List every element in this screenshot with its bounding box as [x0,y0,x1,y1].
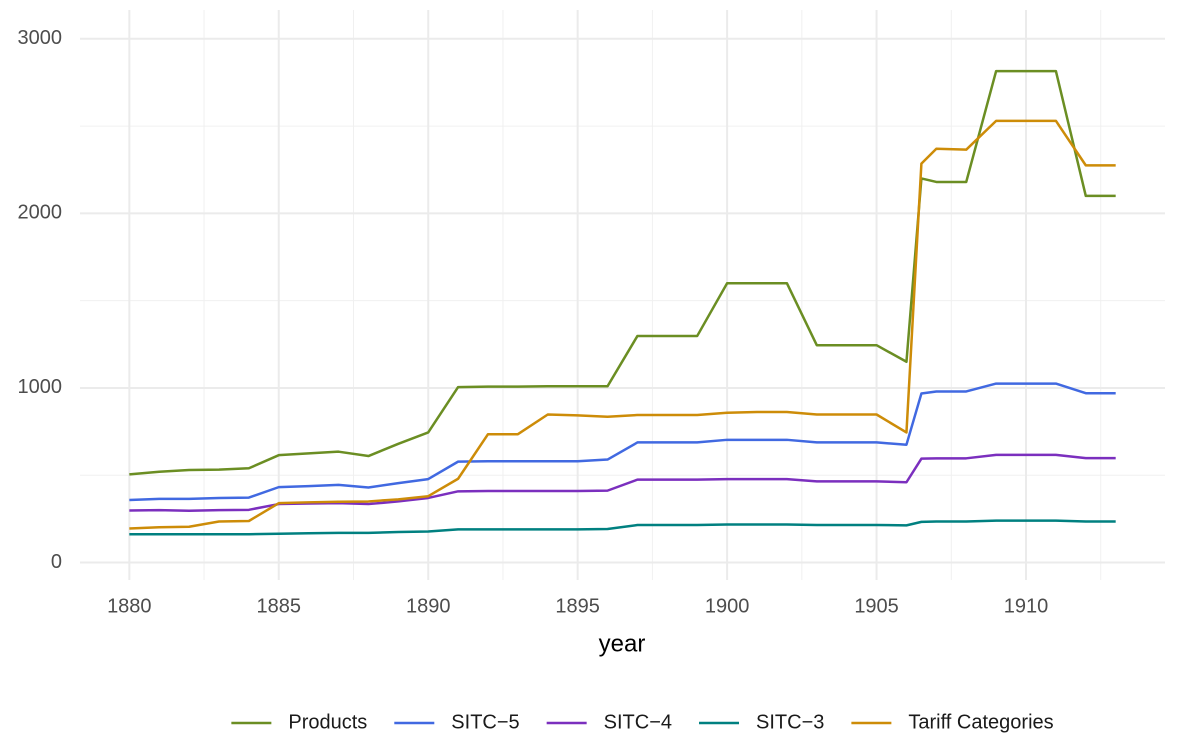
legend-label: Products [288,711,367,733]
x-tick-label: 1895 [555,595,600,617]
series-line [129,69,1116,476]
series-line [129,453,1116,512]
y-tick-label: 0 [51,551,62,573]
legend: Products SITC−5 SITC−4 SITC−3 Tariff Categor… [231,711,1054,733]
x-tick-label: 1905 [854,595,899,617]
plot-lines [129,69,1116,536]
x-tick-label: 1880 [107,595,152,617]
x-axis-label: year [599,630,646,657]
legend-label: Tariff Categories [908,711,1053,733]
legend-label: SITC−3 [756,711,824,733]
y-tick-label: 1000 [18,376,63,398]
x-tick-label: 1900 [705,595,750,617]
y-tick-label: 3000 [18,27,63,49]
series-line [129,519,1116,536]
y-tick-label: 2000 [18,202,63,224]
x-tick-label: 1885 [257,595,302,617]
series-line [129,382,1116,502]
grid [80,10,1165,580]
x-tick-label: 1890 [406,595,451,617]
series-line [129,119,1116,530]
legend-label: SITC−5 [451,711,519,733]
legend-label: SITC−4 [604,711,672,733]
x-tick-label: 1910 [1004,595,1049,617]
